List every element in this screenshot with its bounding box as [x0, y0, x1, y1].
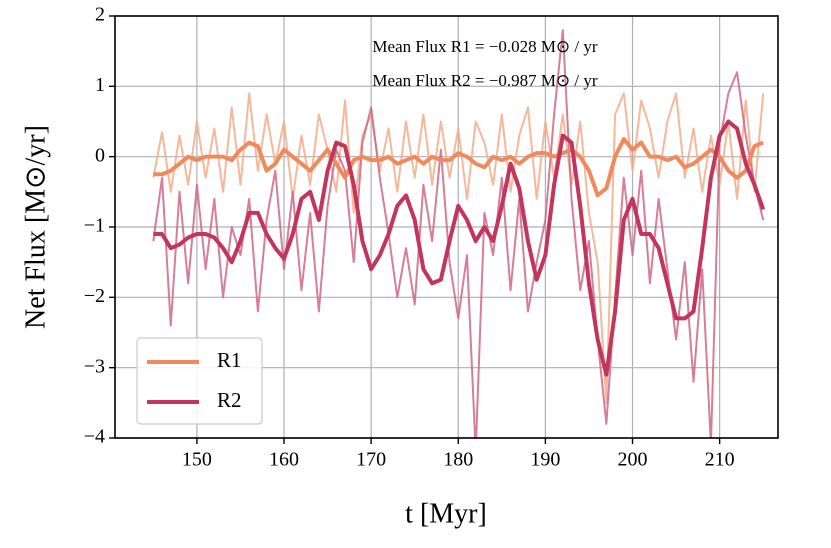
- raw-line: [152, 29, 765, 438]
- lines: [152, 29, 766, 438]
- legend-box: [136, 337, 263, 425]
- legend-label: R1: [217, 348, 242, 372]
- legend-label: R2: [217, 388, 242, 412]
- x-tick-label: 180: [443, 449, 473, 471]
- x-tick-label: 160: [269, 449, 299, 471]
- y-tick-label: 0: [95, 144, 105, 166]
- x-tick-label: 170: [356, 449, 386, 471]
- x-tick-label: 210: [705, 449, 735, 471]
- y-tick-label: −4: [84, 426, 105, 448]
- legend: R1 R2: [136, 337, 263, 425]
- series-line: [153, 119, 766, 377]
- x-tick-label: 150: [182, 449, 212, 471]
- annotation: Mean Flux R2 = −0.987 M⊙ / yr: [372, 71, 597, 90]
- annotation: Mean Flux R1 = −0.028 M⊙ / yr: [372, 37, 597, 56]
- x-axis-label: t [Myr]: [405, 498, 487, 529]
- y-tick-label: −3: [84, 355, 105, 377]
- y-tick-label: −1: [84, 215, 105, 237]
- x-tick-label: 200: [618, 449, 648, 471]
- series-line: [153, 137, 764, 198]
- x-tick-label: 190: [530, 449, 560, 471]
- y-axis-label: Net Flux [M⊙/yr]: [20, 125, 51, 329]
- y-tick-label: −2: [84, 285, 105, 307]
- y-tick-label: 2: [95, 4, 105, 26]
- y-tick-label: 1: [95, 74, 105, 96]
